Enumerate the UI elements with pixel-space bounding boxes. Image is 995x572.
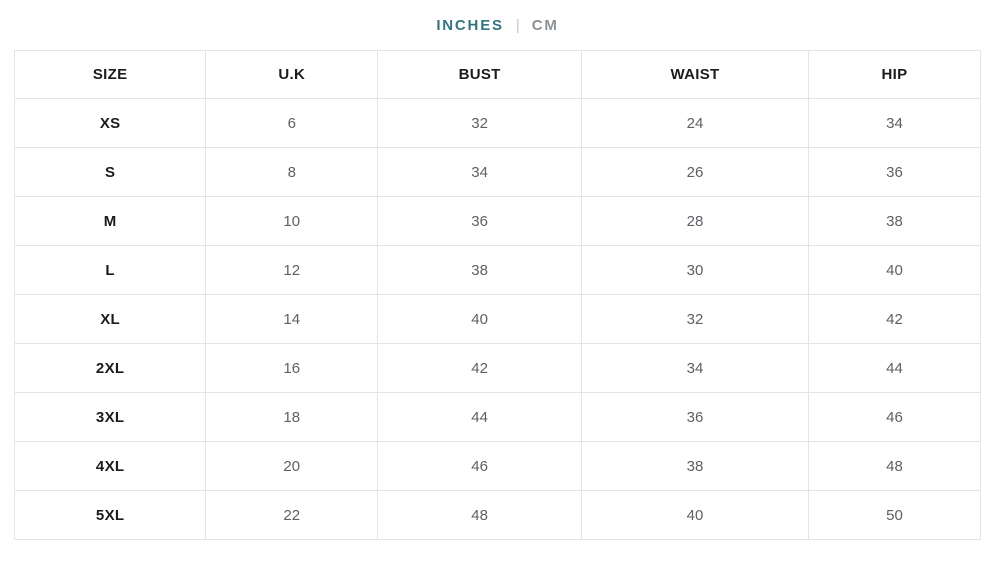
waist-cell: 40 <box>581 490 810 540</box>
column-header-hip: HIP <box>808 50 981 99</box>
size-cell: 5XL <box>13 490 207 540</box>
size-cell: S <box>13 147 207 197</box>
waist-cell: 28 <box>581 196 810 246</box>
bust-cell: 48 <box>377 490 583 540</box>
table-row: 4XL 20 46 38 48 <box>13 441 981 491</box>
hip-cell: 46 <box>808 392 981 442</box>
hip-cell: 48 <box>808 441 981 491</box>
uk-cell: 6 <box>205 98 379 148</box>
uk-cell: 10 <box>205 196 379 246</box>
waist-cell: 32 <box>581 294 810 344</box>
hip-cell: 38 <box>808 196 981 246</box>
table-row: XS 6 32 24 34 <box>13 98 981 148</box>
uk-cell: 18 <box>205 392 379 442</box>
bust-cell: 34 <box>377 147 583 197</box>
table-row: L 12 38 30 40 <box>13 245 981 295</box>
hip-cell: 40 <box>808 245 981 295</box>
uk-cell: 16 <box>205 343 379 393</box>
table-header-row: SIZE U.K BUST WAIST HIP <box>13 50 981 99</box>
uk-cell: 12 <box>205 245 379 295</box>
waist-cell: 26 <box>581 147 810 197</box>
bust-cell: 32 <box>377 98 583 148</box>
waist-cell: 36 <box>581 392 810 442</box>
table-row: 3XL 18 44 36 46 <box>13 392 981 442</box>
table-row: M 10 36 28 38 <box>13 196 981 246</box>
column-header-uk: U.K <box>205 50 379 99</box>
unit-toggle: INCHES | CM <box>0 0 995 33</box>
uk-cell: 22 <box>205 490 379 540</box>
size-cell: XL <box>13 294 207 344</box>
column-header-bust: BUST <box>377 50 583 99</box>
hip-cell: 36 <box>808 147 981 197</box>
size-table-body: XS 6 32 24 34 S 8 34 26 36 M 10 36 28 38 L 12 38 30 40 XL 14 4… <box>13 98 981 540</box>
table-row: 5XL 22 48 40 50 <box>13 490 981 540</box>
waist-cell: 24 <box>581 98 810 148</box>
waist-cell: 34 <box>581 343 810 393</box>
unit-tab-inches[interactable]: INCHES <box>436 17 504 34</box>
table-row: 2XL 16 42 34 44 <box>13 343 981 393</box>
hip-cell: 34 <box>808 98 981 148</box>
size-cell: 3XL <box>13 392 207 442</box>
hip-cell: 44 <box>808 343 981 393</box>
waist-cell: 38 <box>581 441 810 491</box>
size-cell: XS <box>13 98 207 148</box>
size-table: SIZE U.K BUST WAIST HIP XS 6 32 24 34 S 8 34 26 36 M 10… <box>13 50 981 540</box>
bust-cell: 40 <box>377 294 583 344</box>
bust-cell: 38 <box>377 245 583 295</box>
waist-cell: 30 <box>581 245 810 295</box>
bust-cell: 36 <box>377 196 583 246</box>
size-cell: 2XL <box>13 343 207 393</box>
column-header-waist: WAIST <box>581 50 810 99</box>
table-row: XL 14 40 32 42 <box>13 294 981 344</box>
uk-cell: 8 <box>205 147 379 197</box>
size-cell: M <box>13 196 207 246</box>
table-row: S 8 34 26 36 <box>13 147 981 197</box>
column-header-size: SIZE <box>13 50 207 99</box>
unit-toggle-divider: | <box>515 17 520 34</box>
hip-cell: 42 <box>808 294 981 344</box>
unit-tab-cm[interactable]: CM <box>531 17 559 34</box>
size-cell: 4XL <box>13 441 207 491</box>
bust-cell: 44 <box>377 392 583 442</box>
size-cell: L <box>13 245 207 295</box>
bust-cell: 42 <box>377 343 583 393</box>
hip-cell: 50 <box>808 490 981 540</box>
uk-cell: 20 <box>205 441 379 491</box>
size-table-container: SIZE U.K BUST WAIST HIP XS 6 32 24 34 S 8 34 26 36 M 10… <box>13 50 981 540</box>
bust-cell: 46 <box>377 441 583 491</box>
uk-cell: 14 <box>205 294 379 344</box>
